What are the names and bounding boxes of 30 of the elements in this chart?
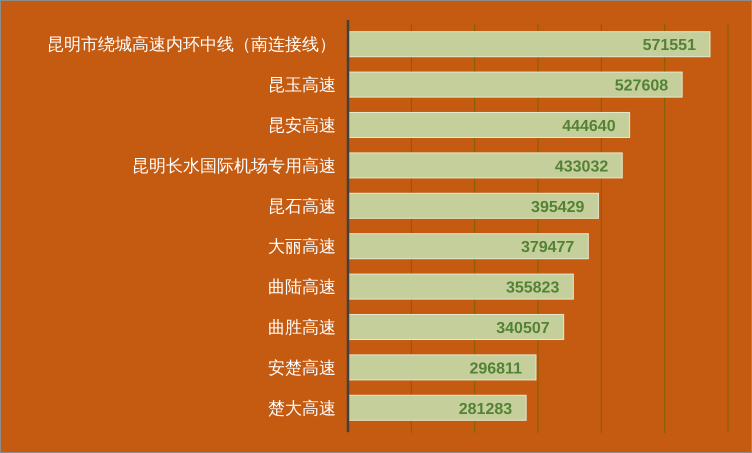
bar [348,233,589,260]
bar [348,72,683,98]
data-label: 527608 [614,78,668,95]
y-tick-label: 昆明市绕城高速内环中线（南连接线） [47,35,336,56]
data-label: 296811 [469,360,522,378]
data-label: 340507 [496,320,550,337]
bar [348,192,599,219]
bar [348,354,536,380]
data-label: 433032 [554,158,608,176]
y-tick-label: 曲胜高速 [268,318,336,338]
y-tick-label: 楚大高速 [268,398,336,419]
data-label: 571551 [642,37,696,54]
bar [348,394,527,421]
bar [348,112,630,138]
data-label: 444640 [562,118,616,135]
y-tick-label: 大丽高速 [268,237,336,258]
y-tick-label: 安楚高速 [268,358,336,378]
y-tick-label: 昆明长水国际机场专用高速 [132,156,336,176]
y-tick-label: 昆玉高速 [268,76,336,96]
bar [348,314,564,340]
bar [348,31,710,58]
bar [348,152,623,178]
bar [348,274,574,300]
data-label: 355823 [506,280,560,297]
data-label: 281283 [458,400,512,418]
data-label: 395429 [531,198,585,216]
y-tick-label: 昆石高速 [268,196,336,217]
y-tick-label: 昆安高速 [268,116,336,136]
data-label: 379477 [520,239,574,256]
y-tick-label: 曲陆高速 [268,278,336,298]
